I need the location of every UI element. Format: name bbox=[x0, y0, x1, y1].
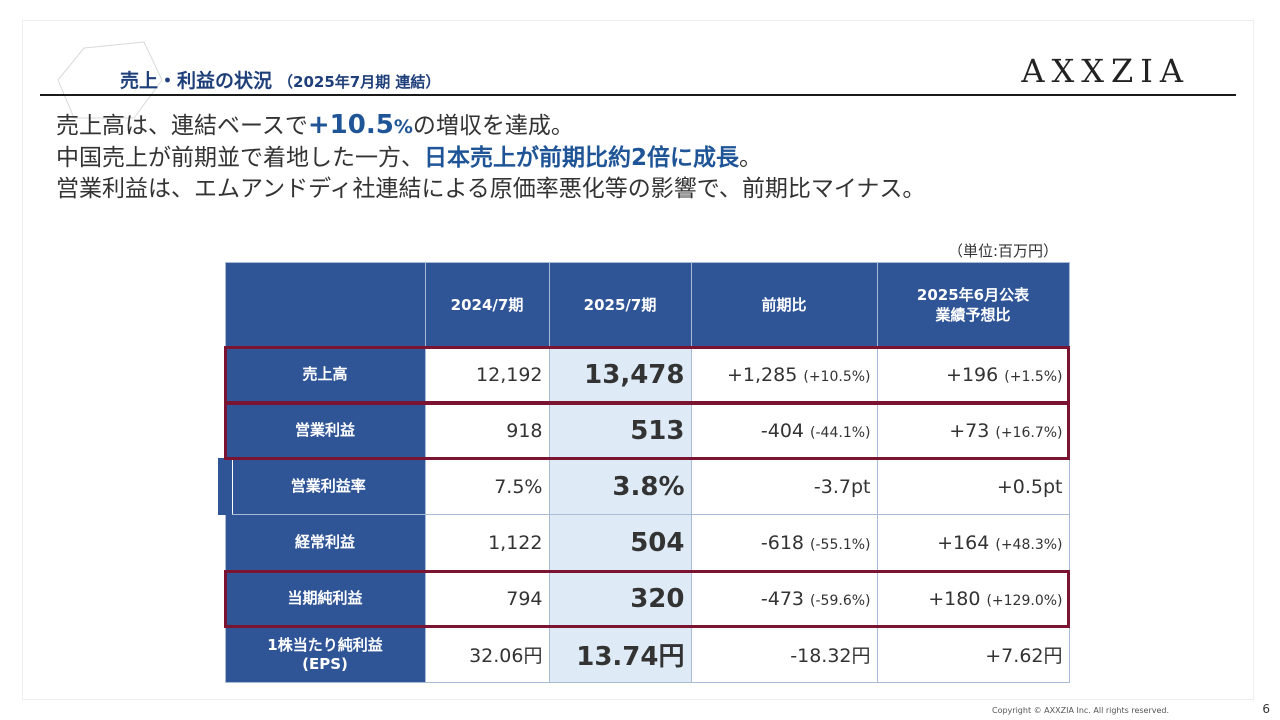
cell-cur: 513 bbox=[548, 402, 692, 459]
table-row-sales: 売上高 12,192 13,478 +1,285 (+10.5%) +196 (… bbox=[224, 345, 1070, 404]
cell-yoy: -404 (-44.1%) bbox=[690, 402, 878, 459]
cell-yoy: +1,285 (+10.5%) bbox=[690, 346, 878, 403]
row-label: 営業利益 bbox=[224, 402, 426, 459]
cell-prev: 1,122 bbox=[424, 514, 550, 571]
header-cell-forecast: 2025年6月公表 業績予想比 bbox=[876, 262, 1070, 347]
table-row-operating-margin: 営業利益率 7.5% 3.8% -3.7pt +0.5pt bbox=[218, 458, 1070, 515]
cell-yoy: -18.32円 bbox=[690, 626, 878, 683]
cell-cur: 504 bbox=[548, 514, 692, 571]
header-cell-blank bbox=[224, 262, 426, 347]
slide-title-sub: （2025年7月期 連結） bbox=[278, 73, 441, 91]
results-table: 2024/7期 2025/7期 前期比 2025年6月公表 業績予想比 売上高 1… bbox=[218, 262, 1070, 683]
cell-prev: 7.5% bbox=[424, 458, 550, 515]
cell-cur: 13,478 bbox=[548, 346, 692, 403]
cell-forecast: +0.5pt bbox=[876, 458, 1070, 515]
slide-title: 売上・利益の状況 （2025年7月期 連結） bbox=[120, 66, 440, 93]
row-label: 売上高 bbox=[224, 346, 426, 403]
cell-prev: 918 bbox=[424, 402, 550, 459]
row-label: 当期純利益 bbox=[224, 570, 426, 627]
header-cell-yoy: 前期比 bbox=[690, 262, 878, 347]
copyright-text: Copyright © AXXZIA Inc. All rights reser… bbox=[992, 706, 1170, 715]
cell-forecast: +7.62円 bbox=[876, 626, 1070, 683]
cell-cur: 13.74円 bbox=[548, 626, 692, 683]
header-cell-cur: 2025/7期 bbox=[548, 262, 692, 347]
lead-text: 売上高は、連結ベースで+10.5%の増収を達成。 中国売上が前期並で着地した一方… bbox=[56, 110, 925, 205]
cell-prev: 32.06円 bbox=[424, 626, 550, 683]
table-row-ordinary-profit: 経常利益 1,122 504 -618 (-55.1%) +164 (+48.3… bbox=[224, 514, 1070, 571]
cell-cur: 3.8% bbox=[548, 458, 692, 515]
cell-yoy: -473 (-59.6%) bbox=[690, 570, 878, 627]
cell-prev: 794 bbox=[424, 570, 550, 627]
header-cell-prev: 2024/7期 bbox=[424, 262, 550, 347]
unit-note: （単位:百万円） bbox=[947, 242, 1058, 260]
header-divider bbox=[40, 94, 1236, 96]
lead-line-2: 中国売上が前期並で着地した一方、日本売上が前期比約2倍に成長。 bbox=[56, 145, 763, 171]
cell-yoy: -618 (-55.1%) bbox=[690, 514, 878, 571]
cell-forecast: +180 (+129.0%) bbox=[876, 570, 1070, 627]
company-logo: AXXZIA bbox=[1021, 52, 1190, 90]
hexagon-decoration bbox=[57, 41, 163, 119]
cell-cur: 320 bbox=[548, 570, 692, 627]
slide-title-main: 売上・利益の状況 bbox=[120, 70, 273, 92]
lead-line-3: 営業利益は、エムアンドディ社連結による原価率悪化等の影響で、前期比マイナス。 bbox=[56, 176, 926, 202]
cell-forecast: +164 (+48.3%) bbox=[876, 514, 1070, 571]
row-label: 1株当たり純利益 (EPS) bbox=[224, 626, 426, 683]
page-number: 6 bbox=[1262, 702, 1270, 716]
table-row-operating-profit: 営業利益 918 513 -404 (-44.1%) +73 (+16.7%) bbox=[224, 401, 1070, 460]
cell-forecast: +73 (+16.7%) bbox=[876, 402, 1070, 459]
cell-forecast: +196 (+1.5%) bbox=[876, 346, 1070, 403]
table-row-eps: 1株当たり純利益 (EPS) 32.06円 13.74円 -18.32円 +7.6… bbox=[224, 626, 1070, 683]
table-header-row: 2024/7期 2025/7期 前期比 2025年6月公表 業績予想比 bbox=[224, 262, 1070, 347]
slide-frame bbox=[22, 20, 1254, 700]
row-label: 営業利益率 bbox=[218, 458, 426, 515]
table-row-net-income: 当期純利益 794 320 -473 (-59.6%) +180 (+129.0… bbox=[224, 569, 1070, 628]
cell-prev: 12,192 bbox=[424, 346, 550, 403]
lead-line-1: 売上高は、連結ベースで+10.5%の増収を達成。 bbox=[56, 110, 574, 140]
cell-yoy: -3.7pt bbox=[690, 458, 878, 515]
row-label: 経常利益 bbox=[224, 514, 426, 571]
